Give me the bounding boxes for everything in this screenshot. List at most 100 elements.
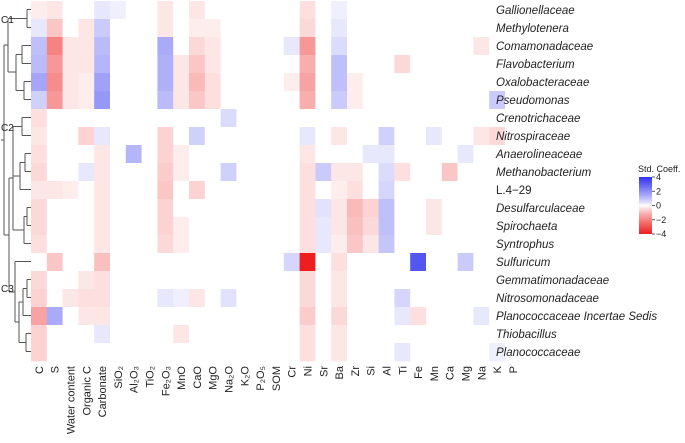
heatmap-cell	[125, 145, 142, 164]
heatmap-cell	[141, 253, 158, 272]
heatmap-cell	[157, 145, 174, 164]
heatmap-cell	[473, 109, 490, 128]
heatmap-cell	[394, 307, 411, 326]
heatmap-cell	[220, 235, 237, 254]
heatmap-cell	[220, 37, 237, 56]
heatmap-cell	[157, 127, 174, 146]
heatmap-cell	[268, 325, 285, 344]
heatmap-cell	[252, 73, 269, 92]
heatmap-cell	[173, 253, 190, 272]
heatmap-cell	[204, 145, 221, 164]
heatmap-cell	[189, 37, 206, 56]
heatmap-cell	[141, 163, 158, 182]
heatmap-cell	[331, 325, 348, 344]
heatmap-cell	[125, 271, 142, 290]
heatmap-cell	[473, 91, 490, 110]
heatmap-cell	[315, 325, 332, 344]
heatmap-cell	[378, 217, 395, 236]
heatmap-cell	[125, 343, 142, 362]
column-label: SiO₂	[113, 366, 125, 389]
heatmap-cell	[141, 91, 158, 110]
heatmap-cell	[189, 253, 206, 272]
heatmap-cell	[157, 235, 174, 254]
heatmap-cell	[268, 181, 285, 200]
heatmap-cell	[252, 235, 269, 254]
heatmap-cell	[268, 55, 285, 74]
heatmap-cell	[426, 91, 443, 110]
heatmap-cell	[473, 271, 490, 290]
heatmap-cell	[141, 235, 158, 254]
heatmap-cell	[141, 307, 158, 326]
heatmap-cell	[173, 37, 190, 56]
heatmap-cell	[110, 1, 127, 20]
heatmap-cell	[473, 235, 490, 254]
heatmap-cell	[110, 55, 127, 74]
heatmap-cell	[410, 91, 427, 110]
heatmap-cell	[378, 253, 395, 272]
heatmap-cell	[252, 127, 269, 146]
heatmap-cell	[315, 289, 332, 308]
heatmap-cell	[362, 199, 379, 218]
row-label: Sulfuricum	[496, 257, 551, 269]
heatmap-cell	[62, 307, 79, 326]
heatmap-cell	[78, 55, 95, 74]
heatmap-cell	[141, 55, 158, 74]
heatmap-cell	[489, 199, 506, 218]
heatmap-cell	[204, 1, 221, 20]
heatmap-cell	[441, 325, 458, 344]
heatmap-cell	[31, 325, 48, 344]
heatmap-cell	[157, 217, 174, 236]
row-label: Spirochaeta	[496, 221, 557, 233]
heatmap-cell	[283, 55, 300, 74]
column-label: Ti	[397, 366, 409, 375]
heatmap-cell	[236, 1, 253, 20]
heatmap-cell	[283, 307, 300, 326]
heatmap-cell	[489, 217, 506, 236]
heatmap-cell	[347, 271, 364, 290]
heatmap-cell	[410, 271, 427, 290]
heatmap-cell	[31, 145, 48, 164]
heatmap-cell	[62, 217, 79, 236]
heatmap-cell	[110, 127, 127, 146]
legend-tick-label: −4	[656, 229, 666, 239]
heatmap-cell	[78, 163, 95, 182]
heatmap-cell	[31, 253, 48, 272]
heatmap-cell	[236, 91, 253, 110]
heatmap-cell	[157, 73, 174, 92]
heatmap-cell	[125, 253, 142, 272]
column-label: MnO	[176, 366, 188, 390]
heatmap-cell	[220, 325, 237, 344]
heatmap-cell	[220, 55, 237, 74]
heatmap-cell	[410, 217, 427, 236]
heatmap-cell	[362, 181, 379, 200]
heatmap-cell	[331, 55, 348, 74]
column-label: Na₂O	[224, 366, 236, 393]
heatmap-cell	[252, 307, 269, 326]
heatmap-cell	[157, 199, 174, 218]
heatmap-cell	[331, 343, 348, 362]
heatmap-cell	[157, 343, 174, 362]
heatmap-cell	[204, 289, 221, 308]
heatmap-cell	[505, 289, 522, 308]
heatmap-cell	[78, 253, 95, 272]
heatmap-cell	[220, 181, 237, 200]
heatmap-cell	[236, 253, 253, 272]
heatmap-cell	[189, 181, 206, 200]
heatmap-cell	[46, 91, 63, 110]
heatmap-cell	[331, 271, 348, 290]
heatmap-cell	[457, 271, 474, 290]
heatmap-cell	[125, 181, 142, 200]
heatmap-cell	[189, 163, 206, 182]
heatmap-cell	[157, 91, 174, 110]
column-label: Cr	[287, 366, 299, 378]
heatmap-cell	[173, 289, 190, 308]
heatmap-cell	[252, 199, 269, 218]
heatmap-cell	[189, 19, 206, 38]
heatmap-cell	[362, 271, 379, 290]
heatmap-cell	[62, 91, 79, 110]
heatmap-cell	[110, 73, 127, 92]
heatmap-cell	[410, 73, 427, 92]
heatmap-cell	[473, 307, 490, 326]
row-label: Methylotenera	[496, 23, 569, 35]
heatmap-cell	[78, 91, 95, 110]
